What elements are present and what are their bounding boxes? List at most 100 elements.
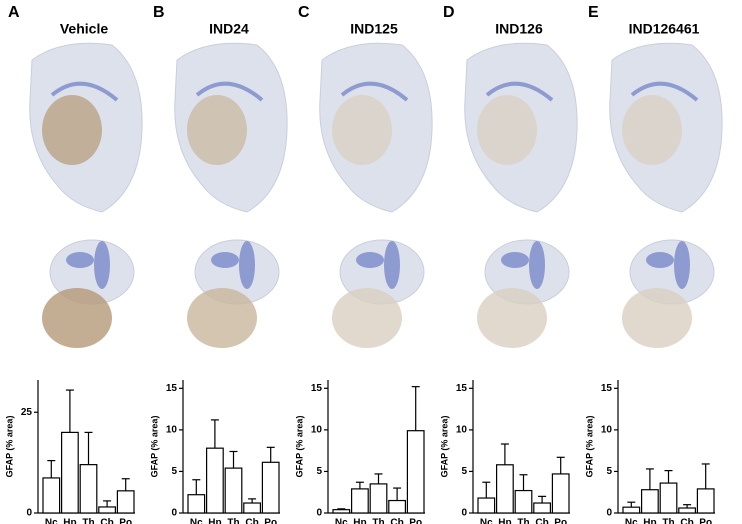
bar [261,461,280,514]
thalamus-region [42,95,102,165]
x-tick-label: Cb [100,518,113,524]
x-tick-label: Th [517,518,529,524]
y-tick-label: 10 [166,425,178,436]
bar [678,507,696,514]
x-tick-label: Po [119,518,132,524]
bar [79,464,98,514]
bar [551,473,570,514]
x-tick-label: Nc [625,518,638,524]
bar [224,467,243,514]
cerebellar-lobe [674,241,690,289]
x-tick-label: Th [227,518,239,524]
bar [477,497,496,514]
tissue-images [609,42,723,348]
bar [116,490,135,514]
panel-letter: E [588,4,599,21]
panel-letter: D [443,4,455,21]
brainstem [477,288,547,348]
brainstem [187,288,257,348]
x-tick-label: Po [409,518,422,524]
bar [622,506,641,514]
cerebellar-lobe [529,241,545,289]
panel-letter: B [153,4,165,21]
x-tick-label: Hp [353,518,366,524]
thalamus-region [332,95,392,165]
x-tick-label: Th [372,518,384,524]
y-tick-label: 0 [461,508,467,519]
cerebellar-lobe [239,241,255,289]
x-tick-label: Po [699,518,712,524]
cerebellar-lobe [94,241,110,289]
y-tick-label: 15 [166,383,178,394]
hippocampus [630,81,699,102]
y-tick-label: 15 [311,383,323,394]
x-tick-label: Cb [245,518,258,524]
y-axis-label: GFAP (% area) [294,416,304,478]
bar [60,431,79,514]
thalamus-region [622,95,682,165]
cerebellar-lobe [356,252,384,268]
bar [369,483,388,514]
y-tick-label: 15 [456,383,468,394]
y-axis-label: GFAP (% area) [439,416,449,478]
bar [332,509,351,514]
tissue-images [29,42,143,348]
bar [187,494,206,514]
y-tick-label: 0 [26,508,32,519]
bar [696,488,715,514]
bar [351,488,369,514]
hippocampus [485,81,554,102]
x-tick-label: Nc [480,518,493,524]
hippocampus [195,81,264,102]
y-tick-label: 5 [606,466,612,477]
x-tick-label: Nc [45,518,58,524]
x-tick-label: Hp [643,518,656,524]
bar [659,482,678,514]
panel-title: IND126461 [629,21,700,37]
y-tick-label: 0 [316,508,322,519]
bar [640,489,659,514]
thalamus-region [477,95,537,165]
cerebellar-lobe [211,252,239,268]
y-tick-label: 0 [171,508,177,519]
x-tick-label: Hp [63,518,76,524]
x-tick-label: Cb [680,518,693,524]
x-tick-label: Cb [390,518,403,524]
x-tick-label: Po [264,518,277,524]
bar [206,447,224,514]
bar [243,502,262,514]
cerebellar-lobe [646,252,674,268]
cerebellar-lobe [66,252,94,268]
y-tick-label: 15 [601,383,613,394]
brainstem [332,288,402,348]
hippocampus [340,81,409,102]
y-tick-label: 10 [456,425,468,436]
tissue-images [319,42,433,348]
panel-title: IND126 [495,21,543,37]
y-tick-label: 5 [461,466,467,477]
y-axis-label: GFAP (% area) [584,416,594,478]
thalamus-region [187,95,247,165]
hippocampus [50,81,119,102]
x-tick-label: Th [662,518,674,524]
x-tick-label: Po [554,518,567,524]
bar [406,430,425,514]
x-tick-label: Nc [335,518,348,524]
bar [514,489,533,514]
x-tick-label: Hp [498,518,511,524]
y-axis-label: GFAP (% area) [149,416,159,478]
x-tick-label: Th [82,518,94,524]
y-tick-label: 25 [21,407,33,418]
bar [42,477,61,514]
panel-title: IND125 [350,21,398,37]
panel-letter: A [8,4,20,21]
y-tick-label: 5 [171,466,177,477]
cerebellar-lobe [384,241,400,289]
bar [388,499,406,514]
tissue-images [464,42,578,348]
bar [496,464,514,514]
tissue-images [174,42,288,348]
bar [98,506,117,514]
x-tick-label: Hp [208,518,221,524]
